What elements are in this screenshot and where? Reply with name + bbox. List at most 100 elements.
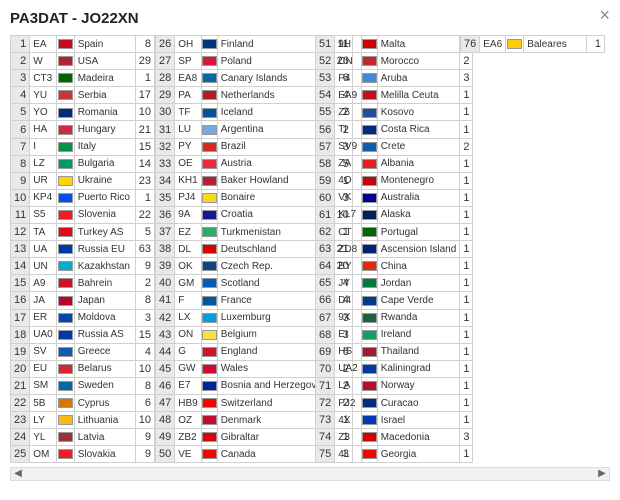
- flag-icon: [58, 381, 73, 391]
- table-row[interactable]: 225BCyprus6: [11, 394, 155, 411]
- flag-cell: [201, 394, 217, 411]
- table-row[interactable]: 71LANorway1: [316, 377, 473, 394]
- flag-cell: [56, 292, 74, 309]
- table-row[interactable]: 70UA2Kaliningrad1: [316, 360, 473, 377]
- count-cell: 15: [135, 138, 154, 155]
- table-row[interactable]: 23LYLithuania10: [11, 412, 155, 429]
- prefix-cell: TA: [30, 224, 56, 241]
- table-row[interactable]: 734XIsrael1: [316, 412, 473, 429]
- flag-cell: [506, 36, 524, 53]
- table-row[interactable]: 66D4Cape Verde1: [316, 292, 473, 309]
- flag-cell: [56, 121, 74, 138]
- table-row[interactable]: 519HMalta2: [316, 36, 473, 53]
- rank-cell: 69: [316, 343, 335, 360]
- close-icon[interactable]: ×: [599, 6, 610, 24]
- flag-icon: [202, 176, 217, 186]
- table-row[interactable]: 4YUSerbia17: [11, 87, 155, 104]
- flag-icon: [202, 56, 217, 66]
- table-row[interactable]: 7IItaly15: [11, 138, 155, 155]
- table-row[interactable]: 76EA6Baleares1: [461, 36, 605, 53]
- rank-cell: 40: [156, 275, 175, 292]
- count-cell: 9: [135, 446, 154, 463]
- table-row[interactable]: 8LZBulgaria14: [11, 155, 155, 172]
- table-row[interactable]: 594OMontenegro1: [316, 172, 473, 189]
- table-row[interactable]: 679XRwanda1: [316, 309, 473, 326]
- table-row[interactable]: 16JAJapan8: [11, 292, 155, 309]
- table-row[interactable]: 20EUBelarus10: [11, 360, 155, 377]
- prefix-cell: 9H: [335, 36, 361, 53]
- country-name: Costa Rica: [377, 121, 460, 138]
- table-row[interactable]: 2WUSA29: [11, 53, 155, 70]
- prefix-cell: VK: [335, 189, 361, 206]
- table-row[interactable]: 5YORomania10: [11, 104, 155, 121]
- prefix-cell: CT3: [30, 70, 56, 87]
- table-row[interactable]: 68EIIreland1: [316, 326, 473, 343]
- table-row[interactable]: 24YLLatvia9: [11, 429, 155, 446]
- table-row[interactable]: 9URUkraine23: [11, 172, 155, 189]
- table-row[interactable]: 15A9Bahrein2: [11, 275, 155, 292]
- table-row[interactable]: 54EA9Melilla Ceuta1: [316, 87, 473, 104]
- prefix-cell: EZ: [175, 224, 201, 241]
- rank-cell: 75: [316, 446, 335, 463]
- prefix-cell: GM: [175, 275, 201, 292]
- prefix-cell: 4X: [335, 412, 361, 429]
- scroll-left-icon[interactable]: ◀: [11, 468, 25, 480]
- table-row[interactable]: 10KP4Puerto Rico1: [11, 189, 155, 206]
- country-name: Kosovo: [377, 104, 460, 121]
- flag-icon: [362, 415, 377, 425]
- table-row[interactable]: 52CNMorocco2: [316, 53, 473, 70]
- table-row[interactable]: 55Z6Kosovo1: [316, 104, 473, 121]
- flag-icon: [362, 330, 377, 340]
- table-row[interactable]: 69HSThailand1: [316, 343, 473, 360]
- horizontal-scrollbar[interactable]: ◀ ▶: [10, 467, 610, 481]
- flag-cell: [361, 104, 377, 121]
- prefix-cell: KL7: [335, 206, 361, 223]
- flag-cell: [201, 377, 217, 394]
- country-name: Italy: [74, 138, 135, 155]
- table-row[interactable]: 58ZAAlbania1: [316, 155, 473, 172]
- table-row[interactable]: 754LGeorgia1: [316, 446, 473, 463]
- table-row[interactable]: 13UARussia EU63: [11, 241, 155, 258]
- table-row[interactable]: 65JYJordan1: [316, 275, 473, 292]
- prefix-cell: S5: [30, 206, 56, 223]
- table-row[interactable]: 63ZD8Ascension Island1: [316, 241, 473, 258]
- flag-icon: [58, 330, 73, 340]
- table-row[interactable]: 3CT3Madeira1: [11, 70, 155, 87]
- table-row[interactable]: 72PJ2Curacao1: [316, 394, 473, 411]
- table-row[interactable]: 74Z3Macedonia3: [316, 429, 473, 446]
- flag-cell: [201, 446, 217, 463]
- table-row[interactable]: 61KL7Alaska1: [316, 206, 473, 223]
- flag-icon: [58, 449, 73, 459]
- table-row[interactable]: 60VKAustralia1: [316, 189, 473, 206]
- flag-cell: [201, 70, 217, 87]
- count-cell: 4: [135, 343, 154, 360]
- table-row[interactable]: 21SMSweden8: [11, 377, 155, 394]
- table-row[interactable]: 1EASpain8: [11, 36, 155, 53]
- table-row[interactable]: 53P4Aruba3: [316, 70, 473, 87]
- table-row[interactable]: 62CTPortugal1: [316, 224, 473, 241]
- table-row[interactable]: 12TATurkey AS5: [11, 224, 155, 241]
- flag-cell: [56, 241, 74, 258]
- table-row[interactable]: 25OMSlovakia9: [11, 446, 155, 463]
- rank-cell: 20: [11, 360, 30, 377]
- table-row[interactable]: 11S5Slovenia22: [11, 206, 155, 223]
- count-cell: 29: [135, 53, 154, 70]
- table-row[interactable]: 18UA0Russia AS15: [11, 326, 155, 343]
- rank-cell: 67: [316, 309, 335, 326]
- scroll-right-icon[interactable]: ▶: [595, 468, 609, 480]
- table-row[interactable]: 14UNKazakhstan9: [11, 258, 155, 275]
- country-name: Montenegro: [377, 172, 460, 189]
- table-row[interactable]: 64BYChina1: [316, 258, 473, 275]
- rank-cell: 27: [156, 53, 175, 70]
- prefix-cell: SV9: [335, 138, 361, 155]
- table-row[interactable]: 6HAHungary21: [11, 121, 155, 138]
- count-cell: 9: [135, 429, 154, 446]
- flag-icon: [202, 210, 217, 220]
- column: 26OHFinland1127SPPoland2628EA8Canary Isl…: [155, 35, 315, 463]
- flag-icon: [202, 347, 217, 357]
- table-row[interactable]: 17ERMoldova3: [11, 309, 155, 326]
- table-row[interactable]: 56TICosta Rica1: [316, 121, 473, 138]
- table-row[interactable]: 57SV9Crete2: [316, 138, 473, 155]
- table-row[interactable]: 19SVGreece4: [11, 343, 155, 360]
- prefix-cell: UN: [30, 258, 56, 275]
